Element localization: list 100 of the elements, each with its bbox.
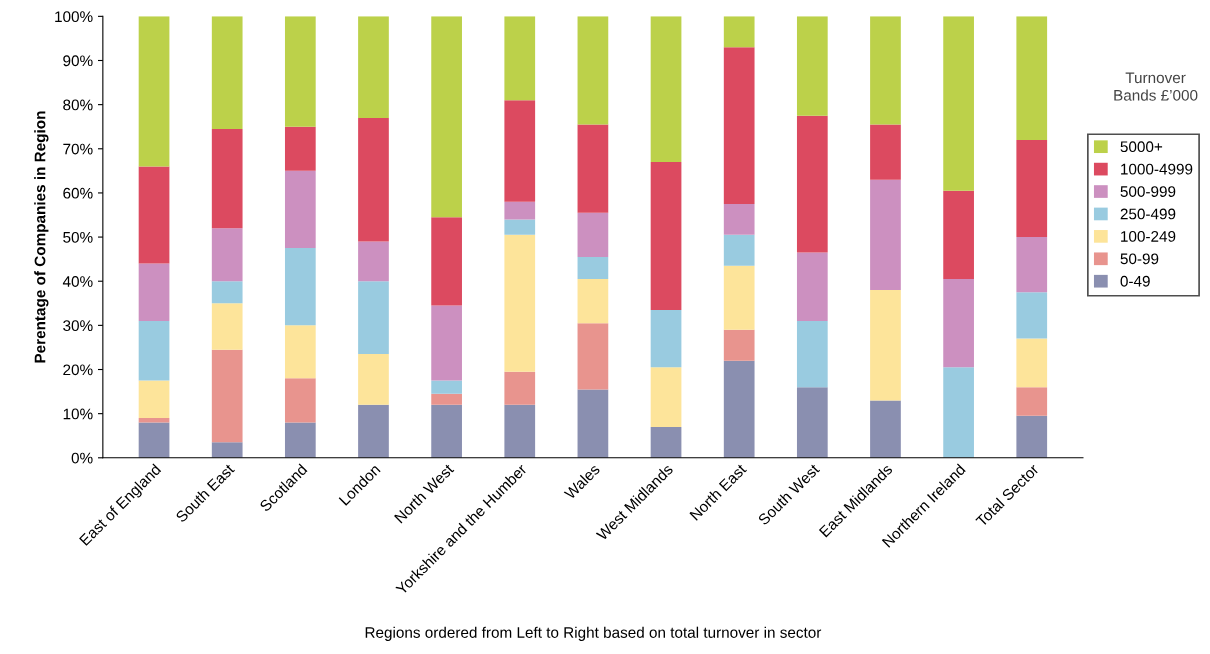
bar — [723, 360, 755, 458]
bar — [723, 265, 755, 330]
bar — [284, 325, 316, 379]
bar — [138, 263, 170, 321]
bar — [870, 16, 901, 125]
bar — [431, 404, 462, 458]
bar — [358, 241, 389, 282]
bar — [577, 323, 609, 390]
bar — [358, 404, 389, 458]
x-axis-title: Regions ordered from Left to Right based on total turnover in sector — [365, 626, 822, 641]
bar — [1016, 338, 1048, 388]
bar — [211, 16, 243, 129]
bar — [211, 228, 243, 282]
legend-label: 100-249 — [1121, 230, 1176, 242]
bar — [211, 281, 243, 304]
bar — [943, 190, 974, 280]
bar — [1016, 237, 1048, 293]
bar — [577, 212, 609, 257]
bar — [943, 16, 974, 191]
bar — [284, 378, 316, 423]
legend-label: 500-999 — [1120, 186, 1176, 197]
bar — [1016, 415, 1048, 458]
bar — [723, 203, 755, 235]
bar — [650, 162, 682, 310]
bar — [358, 354, 389, 405]
legend-label: 5000+ — [1120, 141, 1163, 153]
bar — [796, 115, 828, 253]
bar — [870, 179, 901, 291]
y-tick-label: 70% — [63, 143, 93, 155]
bar — [504, 16, 536, 101]
bar — [504, 219, 536, 235]
bar — [431, 380, 462, 394]
bar — [577, 279, 609, 324]
y-tick-label: 0% — [71, 452, 93, 464]
bar — [504, 234, 536, 372]
bar — [138, 380, 170, 419]
bar — [138, 16, 170, 167]
bar — [870, 400, 901, 458]
bar — [211, 128, 243, 229]
bar — [431, 217, 462, 306]
bar — [1016, 16, 1048, 140]
y-tick-label: 40% — [62, 276, 93, 287]
y-tick-label: 90% — [63, 55, 93, 67]
y-tick-label: 30% — [63, 320, 93, 332]
y-tick-label: 50% — [63, 231, 93, 243]
bar — [138, 166, 170, 264]
bar — [1016, 387, 1048, 416]
bar — [870, 290, 901, 401]
bar — [723, 329, 755, 361]
bar — [211, 442, 243, 458]
bar — [358, 281, 389, 355]
legend-title: Turnover Bands £’000 — [1114, 72, 1198, 101]
bar — [284, 248, 316, 326]
bar — [504, 201, 536, 220]
bar — [796, 320, 828, 388]
bar — [504, 100, 536, 202]
bar — [431, 393, 462, 405]
y-tick-label: 10% — [63, 408, 93, 420]
bar — [284, 422, 316, 458]
legend-label: 1000-4999 — [1121, 163, 1193, 175]
bar — [284, 170, 316, 249]
bar — [650, 367, 682, 427]
bar — [577, 124, 609, 213]
legend-label: 0-49 — [1120, 275, 1150, 287]
y-tick-label: 80% — [63, 99, 93, 111]
bar — [358, 16, 389, 118]
bar — [284, 16, 316, 127]
bar — [577, 16, 609, 125]
bar — [1016, 292, 1048, 339]
bar — [504, 371, 536, 405]
bar — [431, 16, 462, 218]
bar — [211, 303, 243, 350]
bar — [796, 16, 828, 116]
bar — [358, 117, 389, 242]
bar — [577, 256, 609, 280]
bar — [138, 422, 170, 458]
bar — [1016, 139, 1048, 238]
bar — [796, 252, 828, 321]
bar — [284, 126, 316, 171]
bar — [650, 309, 682, 368]
y-axis-title: Perentage of Companies in Region — [34, 111, 49, 363]
bar — [577, 389, 609, 458]
bar — [943, 367, 974, 458]
bar — [943, 279, 974, 368]
bar — [723, 47, 755, 204]
bar — [650, 16, 682, 163]
legend-label: 50-99 — [1120, 253, 1159, 265]
bar — [870, 124, 901, 180]
bar — [723, 234, 755, 266]
y-tick-label: 20% — [63, 364, 93, 376]
bar — [650, 426, 682, 458]
bar — [723, 16, 755, 48]
bar — [504, 404, 536, 458]
bar — [211, 349, 243, 443]
bar — [796, 387, 828, 458]
y-tick-label: 100% — [55, 11, 93, 23]
legend-label: 250-499 — [1120, 208, 1176, 220]
bar — [431, 305, 462, 381]
y-tick-label: 60% — [63, 187, 93, 199]
bar — [138, 320, 170, 381]
